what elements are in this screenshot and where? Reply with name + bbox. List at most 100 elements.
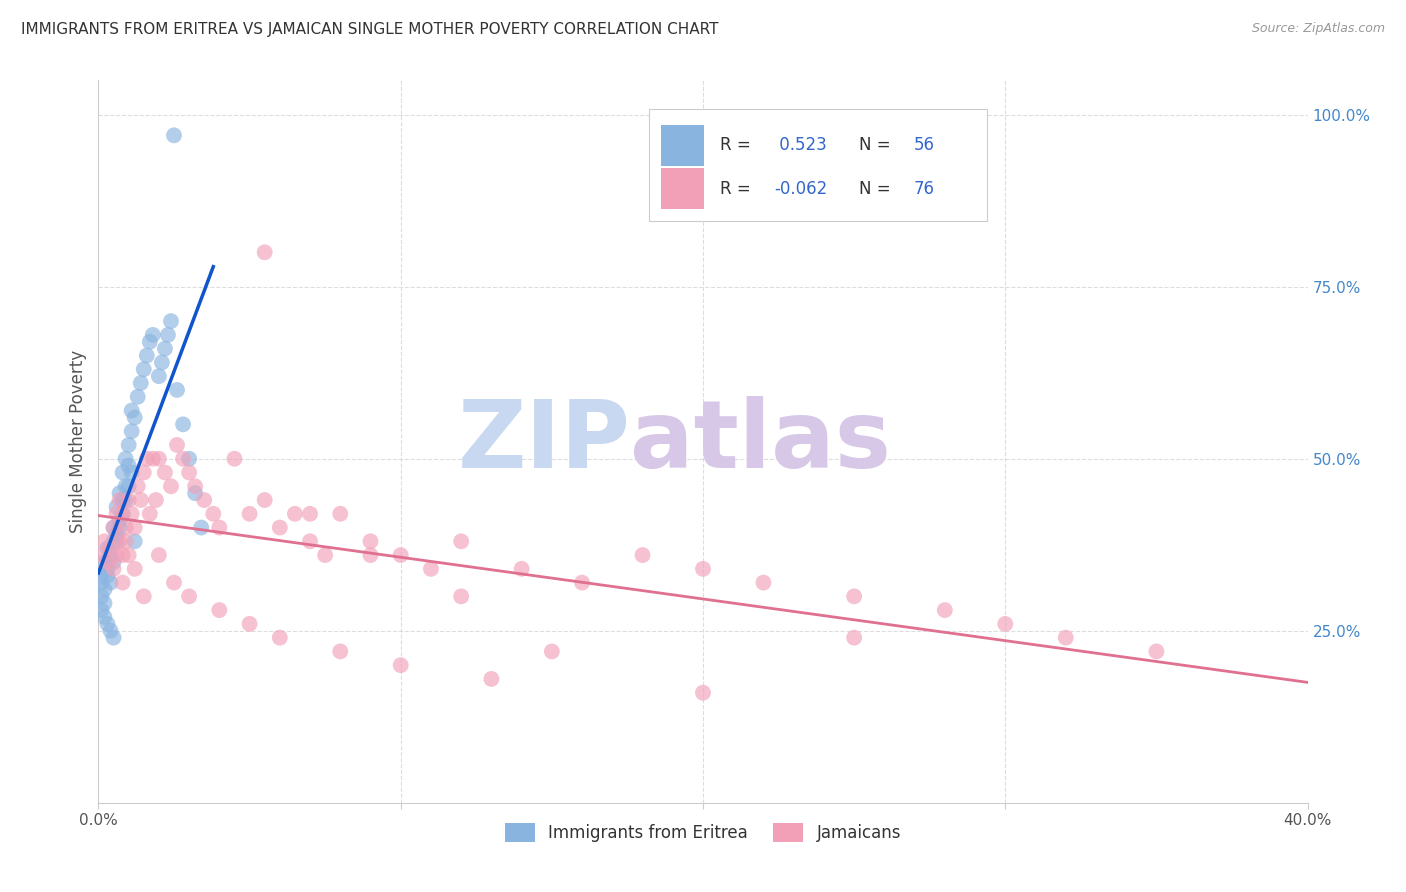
Text: 56: 56 xyxy=(914,136,935,154)
Point xyxy=(202,507,225,521)
Point xyxy=(121,507,143,521)
Point xyxy=(114,451,136,466)
Point xyxy=(571,575,593,590)
Text: ZIP: ZIP xyxy=(457,395,630,488)
Point xyxy=(156,327,179,342)
Point xyxy=(118,458,141,473)
Point xyxy=(510,562,533,576)
Point xyxy=(166,438,188,452)
Point xyxy=(129,493,152,508)
Point xyxy=(114,520,136,534)
Point xyxy=(96,541,118,556)
Text: 0.523: 0.523 xyxy=(775,136,827,154)
Point xyxy=(135,349,157,363)
Point xyxy=(540,644,562,658)
Point xyxy=(172,451,194,466)
Point xyxy=(100,624,122,638)
Point xyxy=(150,355,173,369)
Point xyxy=(100,548,122,562)
Point xyxy=(360,534,382,549)
Point xyxy=(179,466,201,480)
Point xyxy=(269,631,291,645)
Point xyxy=(160,479,183,493)
Point xyxy=(253,493,276,508)
Text: R =: R = xyxy=(720,179,756,198)
Point xyxy=(96,555,118,569)
Point xyxy=(90,590,112,604)
Point xyxy=(994,616,1017,631)
Point xyxy=(127,479,149,493)
Point xyxy=(1054,631,1077,645)
Text: atlas: atlas xyxy=(630,395,891,488)
Point xyxy=(329,644,352,658)
Point xyxy=(692,686,714,700)
Point xyxy=(239,507,262,521)
Point xyxy=(132,362,155,376)
Point xyxy=(163,575,186,590)
Point xyxy=(124,562,146,576)
Point xyxy=(108,493,131,508)
Point xyxy=(114,479,136,493)
Point xyxy=(121,403,143,417)
Point xyxy=(132,590,155,604)
Point xyxy=(284,507,307,521)
Point xyxy=(93,610,115,624)
Point xyxy=(142,451,165,466)
Point xyxy=(1144,644,1167,658)
Point xyxy=(153,342,176,356)
Point xyxy=(103,555,125,569)
Text: IMMIGRANTS FROM ERITREA VS JAMAICAN SINGLE MOTHER POVERTY CORRELATION CHART: IMMIGRANTS FROM ERITREA VS JAMAICAN SING… xyxy=(21,22,718,37)
Text: N =: N = xyxy=(859,136,896,154)
Text: -0.062: -0.062 xyxy=(775,179,828,198)
Text: R =: R = xyxy=(720,136,756,154)
Point xyxy=(179,451,201,466)
Point xyxy=(111,507,134,521)
Point xyxy=(93,582,115,597)
Point xyxy=(145,493,167,508)
Point xyxy=(108,486,131,500)
Point xyxy=(135,451,157,466)
Point xyxy=(631,548,654,562)
Legend: Immigrants from Eritrea, Jamaicans: Immigrants from Eritrea, Jamaicans xyxy=(498,816,908,848)
FancyBboxPatch shape xyxy=(661,125,704,166)
Point xyxy=(844,590,866,604)
Point xyxy=(118,479,141,493)
Point xyxy=(93,555,115,569)
Point xyxy=(103,562,125,576)
Point xyxy=(450,534,472,549)
Point xyxy=(299,507,322,521)
Point xyxy=(329,507,352,521)
Point xyxy=(89,568,111,582)
Point xyxy=(103,520,125,534)
Point xyxy=(166,383,188,397)
Point xyxy=(389,658,412,673)
Point xyxy=(111,493,134,508)
Point xyxy=(190,520,212,534)
Text: N =: N = xyxy=(859,179,896,198)
Point xyxy=(148,548,170,562)
Point xyxy=(481,672,503,686)
Point xyxy=(111,548,134,562)
Point xyxy=(108,520,131,534)
Point xyxy=(108,534,131,549)
Point xyxy=(208,603,231,617)
Point xyxy=(114,493,136,508)
Point xyxy=(90,548,112,562)
Point xyxy=(389,548,412,562)
Point xyxy=(142,327,165,342)
Point xyxy=(163,128,186,143)
Point xyxy=(103,631,125,645)
Point xyxy=(118,548,141,562)
Point xyxy=(121,424,143,438)
Point xyxy=(121,466,143,480)
Point xyxy=(844,631,866,645)
Point xyxy=(193,493,215,508)
Point xyxy=(111,507,134,521)
Point xyxy=(93,596,115,610)
Point xyxy=(148,369,170,384)
Point xyxy=(269,520,291,534)
Point xyxy=(253,245,276,260)
Point xyxy=(103,520,125,534)
Point xyxy=(360,548,382,562)
Point xyxy=(105,507,128,521)
